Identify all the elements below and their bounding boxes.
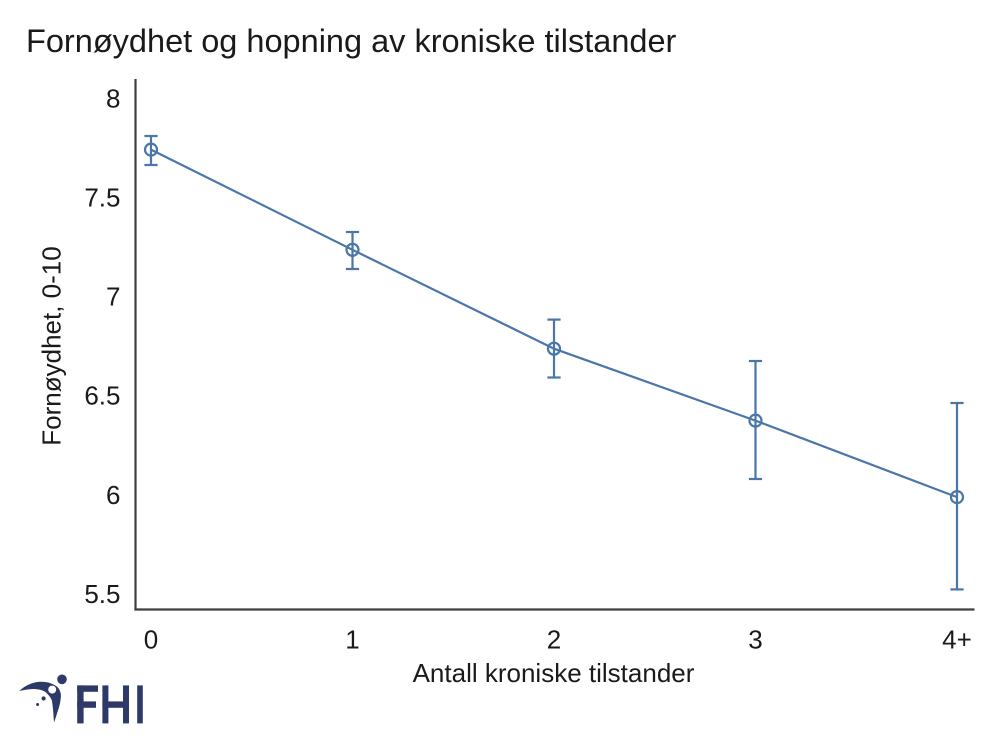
svg-text:3: 3 [748, 625, 762, 655]
svg-text:5.5: 5.5 [84, 579, 120, 609]
svg-text:7.5: 7.5 [84, 183, 120, 213]
svg-text:2: 2 [547, 625, 561, 655]
svg-text:7: 7 [106, 282, 120, 312]
svg-text:0: 0 [144, 625, 158, 655]
svg-text:1: 1 [345, 625, 359, 655]
svg-text:6: 6 [106, 480, 120, 510]
svg-text:6.5: 6.5 [84, 381, 120, 411]
svg-text:Fornøydhet og hopning av kroni: Fornøydhet og hopning av kroniske tilsta… [26, 23, 677, 59]
svg-text:Antall kroniske tilstander: Antall kroniske tilstander [413, 658, 695, 688]
svg-text:Fornøydhet, 0-10: Fornøydhet, 0-10 [36, 246, 66, 445]
svg-text:8: 8 [106, 83, 120, 113]
svg-text:4+: 4+ [942, 625, 972, 655]
